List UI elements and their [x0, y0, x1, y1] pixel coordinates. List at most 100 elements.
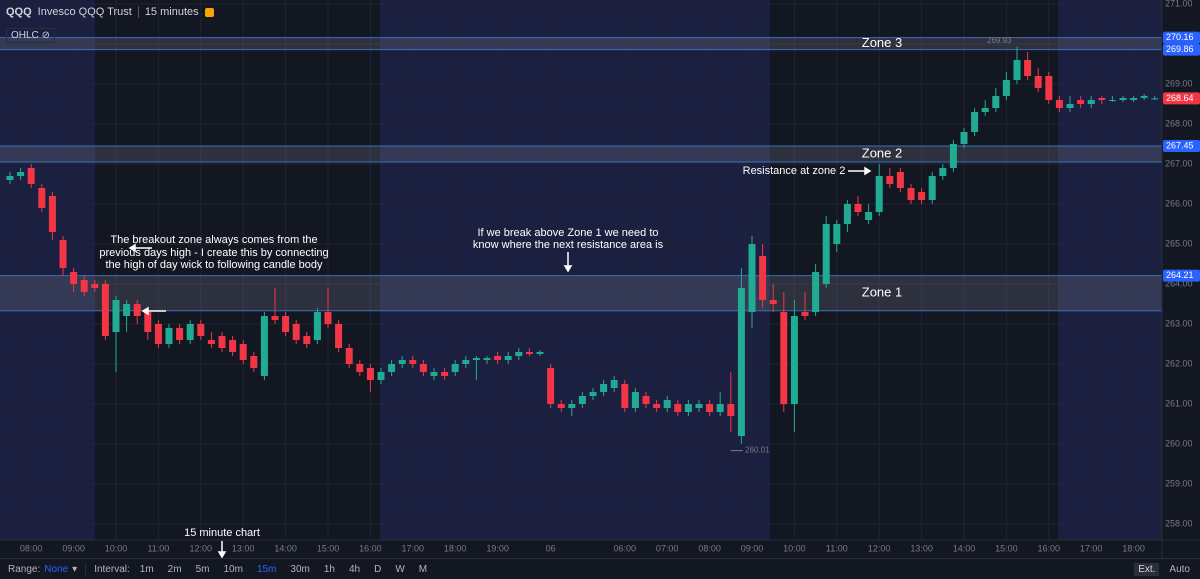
candle-body — [1034, 76, 1042, 88]
candle-body — [896, 172, 904, 188]
indicator[interactable]: OHLC ⊘ — [6, 28, 55, 43]
x-tick-label: 19:00 — [486, 543, 509, 553]
candle-body — [430, 372, 438, 376]
candle-body — [642, 396, 650, 404]
candle-body — [366, 368, 374, 380]
candle-body — [695, 404, 703, 408]
candle-body — [154, 324, 162, 344]
candle-body — [981, 108, 989, 112]
x-tick-label: 09:00 — [741, 543, 764, 553]
interval-button[interactable]: 30m — [290, 564, 310, 575]
candle-body — [663, 400, 671, 408]
grid — [0, 0, 1162, 540]
range-value[interactable]: None — [44, 564, 69, 575]
extremes: 269.93 260.01 — [731, 36, 1012, 455]
candle-body — [971, 112, 979, 132]
interval-button[interactable]: W — [395, 564, 405, 575]
y-tick-label: 268.00 — [1165, 118, 1193, 128]
price-marker-label: 267.45 — [1166, 140, 1194, 150]
interval-button[interactable]: 2m — [167, 564, 182, 575]
candle-body — [1119, 98, 1127, 100]
candle-body — [1002, 80, 1010, 96]
candle-body — [144, 312, 152, 332]
candle-body — [812, 272, 820, 312]
candle-body — [165, 328, 173, 344]
candle-body — [769, 300, 777, 304]
y-tick-label: 267.00 — [1165, 158, 1193, 168]
candle-body — [356, 364, 364, 372]
candle-body — [292, 324, 300, 340]
x-tick-label: 14:00 — [953, 543, 976, 553]
candle-body — [123, 304, 131, 316]
interval-button[interactable]: 1h — [323, 564, 335, 575]
candle-body — [409, 360, 417, 364]
auto-button[interactable]: Auto — [1169, 564, 1190, 575]
x-tick-label: 17:00 — [1080, 543, 1103, 553]
arrows — [128, 166, 872, 559]
annotation-text: Resistance at zone 2 — [743, 165, 846, 177]
annotation-text: know where the next resistance area is — [473, 239, 664, 251]
x-tick-label: 15:00 — [317, 543, 340, 553]
session-shade — [0, 0, 95, 540]
candle-body — [313, 312, 321, 340]
candle-body — [441, 372, 449, 376]
x-tick-label: 10:00 — [105, 543, 128, 553]
candle-body — [197, 324, 205, 336]
candle-body — [80, 280, 88, 292]
candles — [6, 46, 1159, 444]
candle-body — [536, 352, 544, 354]
candle-body — [176, 328, 184, 340]
interval-button[interactable]: D — [374, 564, 382, 575]
candle-body — [70, 272, 78, 284]
zone-label: Zone 1 — [862, 285, 902, 300]
candle-body — [207, 340, 215, 344]
arrowhead — [563, 265, 573, 273]
candle-body — [1045, 76, 1053, 100]
y-tick-label: 264.00 — [1165, 278, 1193, 288]
candle-body — [1140, 96, 1148, 98]
range-label: Range: — [8, 564, 41, 575]
y-tick-label: 271.00 — [1165, 0, 1193, 8]
candle-body — [886, 176, 894, 184]
candle-body — [1055, 100, 1063, 108]
x-tick-label: 18:00 — [444, 543, 467, 553]
candle-body — [303, 336, 311, 344]
candle-body — [1108, 100, 1116, 101]
price-axis: 258.00 259.00 260.00 261.00 262.00 263.00 264.… — [1163, 0, 1200, 528]
zone-label: Zone 3 — [862, 35, 902, 50]
candle-body — [282, 316, 290, 332]
candle-body — [345, 348, 353, 364]
y-tick-label: 266.00 — [1165, 198, 1193, 208]
interval-button[interactable]: 5m — [195, 564, 210, 575]
candle-body — [928, 176, 936, 200]
candle-body — [260, 316, 268, 376]
y-tick-label: 258.00 — [1165, 518, 1193, 528]
interval-button[interactable]: 4h — [348, 564, 361, 575]
arrowhead — [217, 551, 227, 559]
price-marker — [1163, 140, 1200, 152]
candle-body — [600, 384, 608, 392]
interval-button[interactable]: 1m — [139, 564, 154, 575]
annotation: The breakout zone always comes from the … — [99, 165, 845, 539]
symbol[interactable]: QQQ — [6, 6, 32, 18]
candle-body — [133, 304, 141, 316]
annotation-text: If we break above Zone 1 we need to — [477, 227, 658, 239]
x-tick-label: 15:00 — [995, 543, 1018, 553]
candle-body — [674, 404, 682, 412]
interval-button[interactable]: M — [418, 564, 428, 575]
candle-body — [377, 372, 385, 380]
candle-body — [854, 204, 862, 212]
ext-button[interactable]: Ext. — [1134, 563, 1160, 576]
candle-body — [557, 404, 565, 408]
x-tick-label: 08:00 — [20, 543, 43, 553]
interval-button[interactable]: 10m — [223, 564, 243, 575]
candle-body — [494, 356, 502, 360]
zone — [0, 37, 1162, 50]
candle-body — [865, 212, 873, 220]
interval-button[interactable]: 15m — [256, 564, 277, 575]
candle-body — [59, 240, 67, 268]
y-tick-label: 263.00 — [1165, 318, 1193, 328]
candle-body — [759, 256, 767, 300]
candle-body — [631, 392, 639, 408]
candle-body — [1151, 98, 1159, 100]
